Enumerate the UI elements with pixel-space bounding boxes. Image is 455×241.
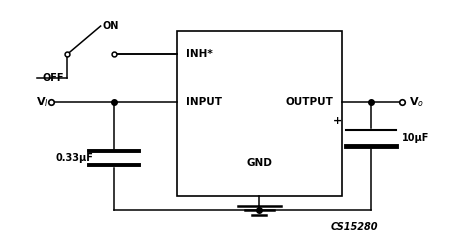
Text: OUTPUT: OUTPUT: [284, 97, 332, 107]
Text: 0.33μF: 0.33μF: [56, 153, 94, 163]
Bar: [176, 31, 341, 196]
Text: GND: GND: [246, 158, 272, 168]
Text: ON: ON: [103, 21, 119, 31]
Text: V$_I$: V$_I$: [36, 95, 49, 108]
Text: INH*: INH*: [185, 49, 212, 59]
Text: INPUT: INPUT: [185, 97, 221, 107]
Text: V$_o$: V$_o$: [408, 95, 423, 108]
Text: 10μF: 10μF: [401, 133, 429, 143]
Text: CS15280: CS15280: [330, 222, 378, 232]
Text: +: +: [332, 115, 341, 126]
Text: OFF: OFF: [42, 73, 64, 83]
